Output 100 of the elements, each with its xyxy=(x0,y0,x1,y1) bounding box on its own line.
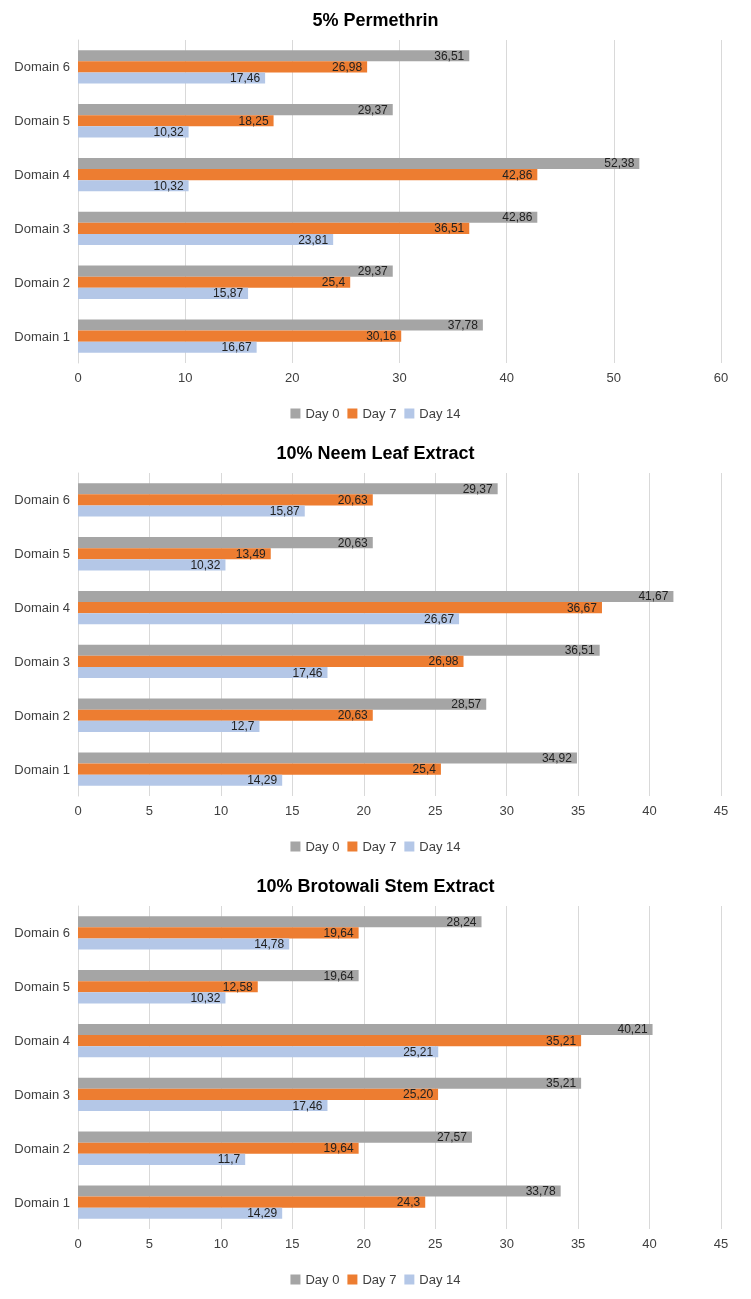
y-tick-label: Domain 4 xyxy=(14,1033,70,1049)
data-label: 30,16 xyxy=(366,329,397,344)
data-label: 35,21 xyxy=(546,1076,577,1091)
legend-label: Day 7 xyxy=(362,839,397,854)
legend-label: Day 14 xyxy=(419,406,461,421)
y-tick-label: Domain 1 xyxy=(14,1194,70,1210)
bar xyxy=(78,698,487,710)
data-label: 36,67 xyxy=(566,600,598,615)
bar xyxy=(78,72,266,84)
data-label: 19,64 xyxy=(323,968,354,983)
data-label: 15,87 xyxy=(213,286,244,301)
data-label: 24,3 xyxy=(396,1195,421,1210)
data-label: 42,86 xyxy=(502,210,533,225)
y-tick-label: Domain 6 xyxy=(14,925,70,941)
data-label: 25,4 xyxy=(412,762,437,777)
x-tick-label: 30 xyxy=(499,803,514,818)
data-label: 41,67 xyxy=(638,589,669,604)
bar xyxy=(78,720,260,732)
bar xyxy=(78,1196,426,1208)
x-tick-label: 50 xyxy=(606,370,622,385)
bar xyxy=(78,157,640,170)
data-label: 18,25 xyxy=(238,113,269,128)
bar xyxy=(78,537,373,549)
bar xyxy=(78,1153,246,1165)
x-tick-label: 0 xyxy=(74,803,82,818)
bar xyxy=(78,222,470,234)
x-tick-label: 10 xyxy=(213,1236,229,1251)
data-label: 26,98 xyxy=(428,654,459,669)
bar xyxy=(78,938,290,950)
data-label: 29,37 xyxy=(462,481,493,496)
bar xyxy=(78,916,482,928)
y-tick-label: Domain 2 xyxy=(14,274,70,290)
legend-label: Day 7 xyxy=(362,406,397,421)
chart-title: 5% Permethrin xyxy=(312,10,439,30)
data-label: 16,67 xyxy=(221,340,252,355)
data-label: 15,87 xyxy=(269,504,301,519)
x-tick-label: 25 xyxy=(427,1236,443,1251)
x-tick-label: 35 xyxy=(570,1236,586,1251)
bar xyxy=(78,104,393,116)
y-tick-label: Domain 4 xyxy=(14,167,70,183)
x-tick-label: 35 xyxy=(570,803,586,818)
data-label: 37,78 xyxy=(447,317,479,332)
bar xyxy=(78,1131,472,1143)
data-label: 13,49 xyxy=(235,546,267,561)
bar xyxy=(78,1099,328,1112)
x-tick-label: 40 xyxy=(642,1236,657,1251)
data-label: 26,98 xyxy=(332,59,363,74)
x-tick-label: 5 xyxy=(145,803,154,818)
chart-title: 10% Neem Leaf Extract xyxy=(276,443,475,463)
x-tick-label: 20 xyxy=(285,370,300,385)
data-label: 12,58 xyxy=(222,979,254,994)
data-label: 28,24 xyxy=(446,914,477,929)
bar xyxy=(78,1046,439,1058)
data-label: 28,57 xyxy=(451,697,482,712)
data-label: 40,21 xyxy=(617,1022,648,1037)
bar xyxy=(78,50,470,62)
y-tick-label: Domain 5 xyxy=(14,113,70,129)
data-label: 36,51 xyxy=(434,48,465,63)
bar xyxy=(78,590,674,603)
legend-label: Day 7 xyxy=(362,1272,397,1287)
bar xyxy=(78,709,373,721)
bar xyxy=(78,602,602,614)
data-label: 36,51 xyxy=(564,643,596,658)
bar xyxy=(78,115,274,127)
data-label: 36,51 xyxy=(434,221,465,236)
chart-title: 10% Brotowali Stem Extract xyxy=(256,876,495,896)
bar xyxy=(78,265,393,277)
legend-label: Day 0 xyxy=(305,839,340,854)
x-tick-label: 20 xyxy=(356,803,372,818)
data-label: 11,7 xyxy=(217,1152,241,1167)
bar xyxy=(78,483,498,495)
bar xyxy=(78,341,257,353)
data-label: 20,63 xyxy=(337,535,369,550)
bar xyxy=(78,981,258,993)
bar xyxy=(78,774,283,786)
data-label: 29,37 xyxy=(357,264,389,279)
y-tick-label: Domain 5 xyxy=(14,979,70,995)
data-label: 14,78 xyxy=(254,937,285,952)
y-tick-label: Domain 6 xyxy=(14,59,70,75)
x-tick-label: 15 xyxy=(285,803,300,818)
data-label: 25,4 xyxy=(321,275,346,290)
data-label: 34,92 xyxy=(541,750,573,765)
data-label: 27,57 xyxy=(436,1130,468,1145)
bar xyxy=(78,1088,439,1100)
data-label: 14,29 xyxy=(247,1206,278,1221)
x-tick-label: 10 xyxy=(213,803,229,818)
bar xyxy=(78,666,328,679)
y-tick-label: Domain 1 xyxy=(14,761,70,777)
bar xyxy=(78,1142,359,1154)
x-tick-label: 0 xyxy=(74,1236,82,1251)
y-tick-label: Domain 1 xyxy=(14,328,70,344)
legend-label: Day 14 xyxy=(419,839,461,854)
data-label: 10,32 xyxy=(153,124,184,139)
data-label: 42,86 xyxy=(502,167,533,182)
y-tick-label: Domain 3 xyxy=(14,1086,70,1102)
bar xyxy=(78,970,359,982)
data-label: 12,7 xyxy=(231,719,255,734)
data-label: 17,46 xyxy=(292,1098,323,1113)
y-tick-label: Domain 2 xyxy=(14,1140,70,1156)
bar xyxy=(78,169,538,181)
